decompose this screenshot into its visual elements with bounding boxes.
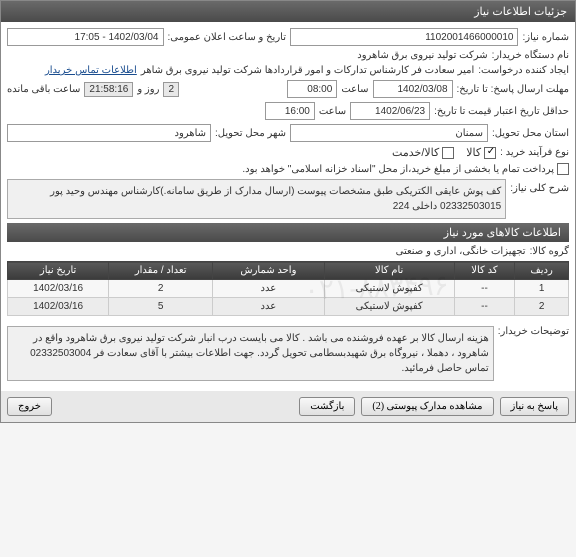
contact-link[interactable]: اطلاعات تماس خریدار [45,65,137,76]
chk-service-label: کالا/خدمت [392,146,439,159]
countdown-days-label: روز و [137,84,159,95]
requester-label: ایجاد کننده درخواست: [478,65,569,76]
province-value: سمنان [290,124,488,142]
need-no-value: 1102001466000010 [290,28,518,46]
table-cell: عدد [213,298,324,316]
group-label: گروه کالا: [530,246,569,257]
print-button[interactable]: بازگشت [299,397,355,416]
table-cell: 1402/03/16 [8,280,109,298]
requester-value: امیر سعادت فر کارشناس تدارکات و امور قرا… [141,65,474,76]
chk-goods-label: کالا [466,146,481,159]
deadline-date: 1402/03/08 [373,80,453,98]
city-label: شهر محل تحویل: [215,128,286,139]
table-cell: 2 [109,280,213,298]
notes-text: هزینه ارسال کالا بر عهده فروشنده می باشد… [7,326,494,381]
details-panel: جزئیات اطلاعات نیاز شماره نیاز: 11020014… [0,0,576,423]
purchase-type-label: نوع فرآیند خرید : [500,147,569,158]
table-cell: عدد [213,280,324,298]
countdown-time: 21:58:16 [84,82,133,97]
chk-payment-box[interactable] [557,163,569,175]
desc-text: کف پوش عایقی الکتریکی طبق مشخصات پیوست (… [7,179,506,219]
back-button[interactable]: خروج [7,397,52,416]
col-date: تاریخ نیاز [8,262,109,280]
validity-time-label: ساعت [319,106,346,117]
chk-payment-wrap[interactable]: پرداخت تمام یا بخشی از مبلغ خرید،از محل … [242,163,569,175]
table-cell: -- [454,280,514,298]
col-row: ردیف [515,262,569,280]
panel-body: شماره نیاز: 1102001466000010 تاریخ و ساع… [1,22,575,391]
validity-time: 16:00 [265,102,315,120]
col-unit: واحد شمارش [213,262,324,280]
deadline-time-label: ساعت [341,84,368,95]
table-row[interactable]: 1--کفپوش لاستیکیعدد21402/03/16 [8,280,569,298]
button-bar: پاسخ به نیاز مشاهده مدارک پیوستی (2) باز… [1,391,575,422]
announce-label: تاریخ و ساعت اعلان عمومی: [168,32,287,43]
table-cell: 1402/03/16 [8,298,109,316]
reply-button[interactable]: پاسخ به نیاز [500,397,570,416]
col-code: کد کالا [454,262,514,280]
table-header-row: ردیف کد کالا نام کالا واحد شمارش تعداد /… [8,262,569,280]
province-label: استان محل تحویل: [492,128,569,139]
countdown-remain: ساعت باقی مانده [7,84,80,95]
city-value: شاهرود [7,124,211,142]
validity-date: 1402/06/23 [350,102,430,120]
attachments-button[interactable]: مشاهده مدارک پیوستی (2) [361,397,493,416]
panel-title: جزئیات اطلاعات نیاز [1,1,575,22]
need-no-label: شماره نیاز: [522,32,569,43]
deadline-label: مهلت ارسال پاسخ: تا تاریخ: [457,84,569,95]
table-cell: 2 [515,298,569,316]
table-cell: کفپوش لاستیکی [324,298,454,316]
items-header: اطلاعات کالاهای مورد نیاز [7,223,569,242]
countdown-days: 2 [163,82,179,97]
chk-service-wrap[interactable]: کالا/خدمت [392,146,454,159]
chk-service-box[interactable] [442,147,454,159]
chk-goods-wrap[interactable]: کالا [466,146,496,159]
items-table: ردیف کد کالا نام کالا واحد شمارش تعداد /… [7,261,569,316]
deadline-time: 08:00 [287,80,337,98]
notes-label: توضیحات خریدار: [498,322,569,337]
desc-label: شرح کلی نیاز: [510,179,569,194]
table-cell: 5 [109,298,213,316]
buyer-label: نام دستگاه خریدار: [492,50,569,61]
table-cell: کفپوش لاستیکی [324,280,454,298]
col-name: نام کالا [324,262,454,280]
group-value: تجهیزات خانگی، اداری و صنعتی [396,246,526,257]
payment-note: پرداخت تمام یا بخشی از مبلغ خرید،از محل … [242,164,554,175]
table-cell: 1 [515,280,569,298]
validity-label: حداقل تاریخ اعتبار قیمت تا تاریخ: [434,106,569,117]
buyer-value: شرکت تولید نیروی برق شاهرود [357,50,487,61]
table-row[interactable]: 2--کفپوش لاستیکیعدد51402/03/16 [8,298,569,316]
chk-goods-box[interactable] [484,147,496,159]
table-cell: -- [454,298,514,316]
announce-value: 1402/03/04 - 17:05 [7,28,164,46]
col-qty: تعداد / مقدار [109,262,213,280]
